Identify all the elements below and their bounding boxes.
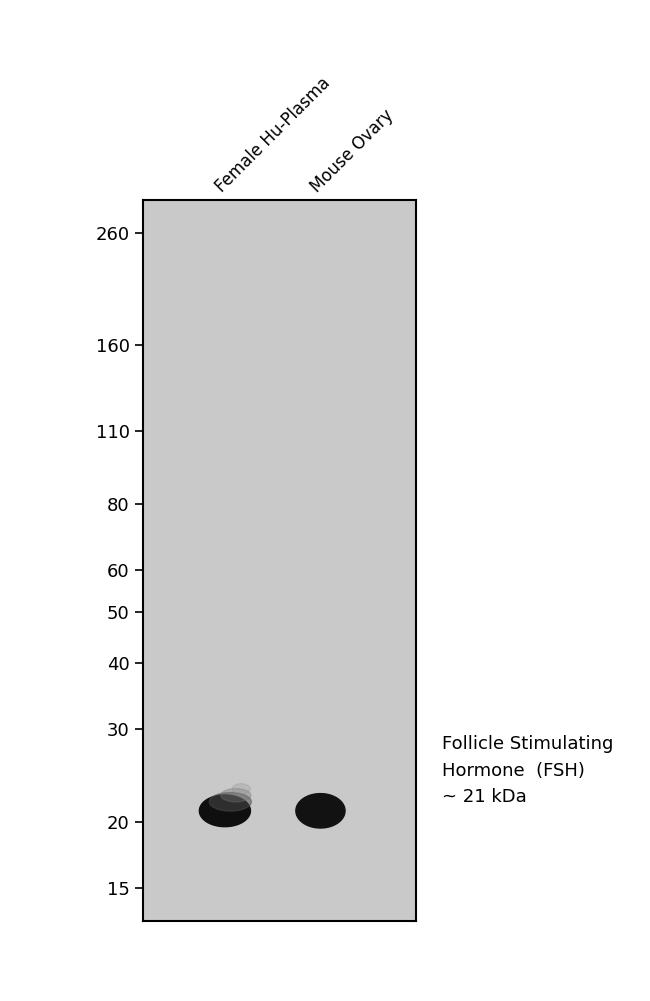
Polygon shape (296, 794, 345, 828)
Text: Follicle Stimulating
Hormone  (FSH)
~ 21 kDa: Follicle Stimulating Hormone (FSH) ~ 21 … (442, 736, 614, 806)
Text: Mouse Ovary: Mouse Ovary (307, 106, 398, 195)
Polygon shape (221, 789, 251, 802)
Polygon shape (209, 793, 252, 811)
Text: Female Hu-Plasma: Female Hu-Plasma (212, 74, 334, 195)
Polygon shape (200, 795, 250, 827)
Polygon shape (232, 784, 250, 794)
